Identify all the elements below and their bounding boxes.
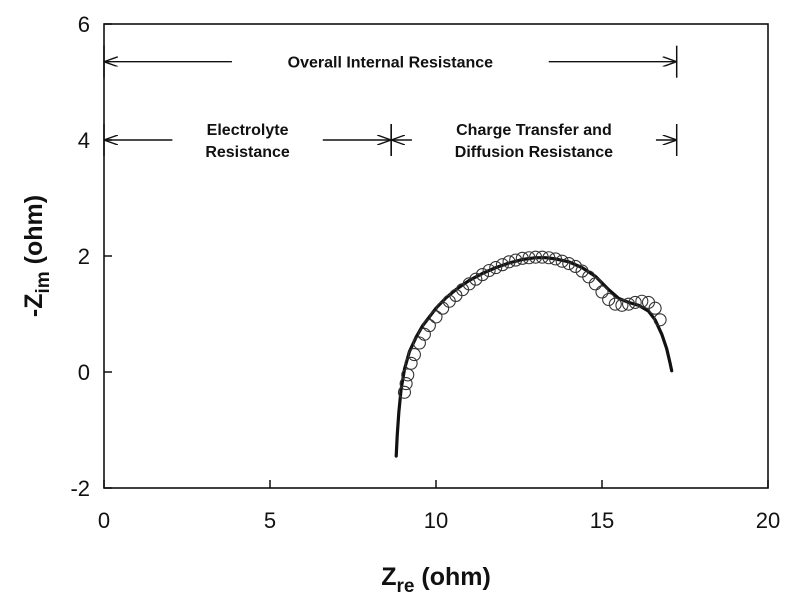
data-point bbox=[482, 263, 496, 278]
y-axis-title: -Zim (ohm) bbox=[20, 195, 54, 317]
y-tick-label: 0 bbox=[78, 360, 90, 385]
data-marker-series bbox=[397, 250, 667, 399]
data-point bbox=[469, 272, 483, 286]
data-point bbox=[422, 319, 436, 333]
annotations: Overall Internal Resistance Electrolyte Re… bbox=[103, 45, 678, 161]
x-tick-label: 15 bbox=[590, 508, 614, 533]
y-axis-title-unit: (ohm) bbox=[20, 195, 48, 271]
y-axis-title-main: Z bbox=[20, 293, 48, 308]
annotation-label: Charge Transfer and bbox=[456, 122, 612, 139]
data-point bbox=[417, 327, 431, 341]
data-point bbox=[595, 285, 609, 299]
data-point bbox=[495, 258, 509, 272]
x-tick-label: 0 bbox=[98, 508, 110, 533]
x-axis-title: Zre (ohm) bbox=[381, 563, 491, 597]
data-point bbox=[475, 268, 490, 282]
y-axis-title-sub: im bbox=[33, 271, 54, 293]
annotation-label: Resistance bbox=[205, 144, 290, 161]
annotation-label: Overall Internal Resistance bbox=[288, 55, 494, 72]
fit-line bbox=[394, 256, 674, 458]
data-point bbox=[399, 377, 413, 391]
data-point bbox=[622, 297, 636, 311]
data-point bbox=[404, 356, 418, 370]
axis-ticks: 0 5 10 15 20 -2 0 2 4 6 bbox=[70, 12, 780, 533]
annotation-label: Electrolyte bbox=[207, 122, 289, 139]
data-point bbox=[407, 348, 421, 362]
annotation-electrolyte: Electrolyte Resistance bbox=[103, 122, 392, 161]
data-point bbox=[615, 298, 629, 312]
data-point bbox=[436, 301, 450, 315]
data-point bbox=[555, 254, 569, 268]
data-point bbox=[522, 251, 536, 265]
y-tick-label: 6 bbox=[78, 12, 90, 37]
data-point bbox=[568, 259, 582, 273]
y-axis-title-sign: - bbox=[20, 309, 48, 317]
fit-line-series bbox=[394, 256, 674, 458]
data-point bbox=[535, 250, 549, 264]
data-point bbox=[602, 292, 616, 307]
y-tick-label: -2 bbox=[70, 476, 90, 501]
x-tick-label: 20 bbox=[756, 508, 780, 533]
x-axis-title-main: Z bbox=[381, 563, 396, 591]
x-tick-label: 5 bbox=[264, 508, 276, 533]
x-axis-title-unit: (ohm) bbox=[414, 563, 490, 591]
data-point bbox=[653, 313, 667, 327]
data-point bbox=[429, 310, 443, 324]
y-tick-label: 4 bbox=[78, 128, 90, 153]
data-point bbox=[462, 277, 476, 291]
data-point bbox=[628, 295, 642, 309]
data-point bbox=[502, 255, 516, 269]
annotation-overall: Overall Internal Resistance bbox=[103, 45, 678, 78]
data-point bbox=[489, 261, 503, 275]
x-axis-title-sub: re bbox=[396, 576, 414, 597]
annotation-label: Diffusion Resistance bbox=[455, 144, 613, 161]
data-point bbox=[588, 277, 602, 291]
data-point bbox=[515, 251, 529, 265]
x-tick-label: 10 bbox=[424, 508, 448, 533]
data-point bbox=[635, 294, 649, 308]
data-point bbox=[397, 385, 412, 399]
data-point bbox=[562, 256, 576, 271]
data-point bbox=[412, 336, 426, 350]
annotation-charge-transfer: Charge Transfer and Diffusion Resistance bbox=[390, 122, 678, 161]
data-point bbox=[529, 250, 543, 264]
data-point bbox=[542, 251, 556, 265]
data-point bbox=[548, 252, 563, 266]
data-point bbox=[509, 253, 523, 267]
data-point bbox=[608, 297, 622, 311]
data-point bbox=[648, 301, 662, 315]
data-point bbox=[582, 270, 596, 284]
y-tick-label: 2 bbox=[78, 244, 90, 269]
plot-frame bbox=[103, 23, 769, 489]
